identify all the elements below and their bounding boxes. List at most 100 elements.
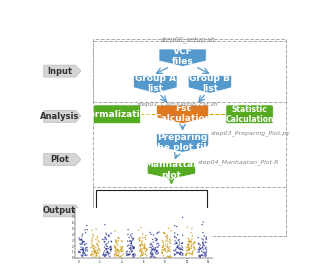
Point: [167, 248, 172, 252]
Point: [108, 231, 114, 235]
Point: [138, 243, 143, 248]
Point: [198, 247, 203, 251]
Point: [115, 243, 120, 247]
Point: [120, 246, 125, 250]
Point: [151, 240, 156, 244]
Point: [90, 249, 95, 253]
Point: [131, 253, 136, 258]
Point: [164, 234, 169, 238]
Point: [160, 245, 165, 250]
Point: [166, 255, 172, 259]
Point: [191, 242, 196, 246]
Point: [107, 251, 112, 256]
Point: [81, 249, 86, 254]
Point: [187, 247, 192, 252]
Point: [191, 246, 196, 250]
Point: [129, 238, 134, 243]
Point: [101, 252, 107, 257]
Point: [143, 237, 148, 241]
Point: [160, 251, 165, 255]
Point: [167, 240, 172, 245]
Point: [106, 246, 111, 251]
Point: [140, 253, 145, 257]
Point: [83, 231, 88, 235]
Point: [180, 215, 185, 219]
Point: [84, 247, 89, 252]
Point: [185, 251, 190, 256]
Point: [140, 232, 145, 236]
Point: [176, 251, 181, 255]
Point: [204, 250, 209, 254]
Text: step00_setup.sh: step00_setup.sh: [161, 36, 216, 43]
Point: [154, 250, 159, 254]
Point: [137, 249, 142, 253]
Point: [139, 242, 144, 246]
Polygon shape: [134, 76, 177, 93]
Bar: [93, 41, 285, 102]
Point: [200, 245, 205, 250]
Point: [129, 241, 134, 245]
Point: [126, 235, 132, 240]
Polygon shape: [44, 110, 81, 122]
Text: Normalization: Normalization: [81, 110, 153, 119]
Point: [94, 253, 99, 257]
Point: [95, 248, 100, 252]
Point: [165, 236, 170, 240]
Point: [95, 239, 100, 243]
Point: [133, 253, 138, 257]
Point: [188, 239, 194, 244]
Point: [164, 244, 169, 249]
Point: [101, 252, 106, 256]
Point: [102, 240, 107, 244]
Point: [196, 247, 201, 252]
Point: [180, 253, 185, 258]
Text: VCF
files: VCF files: [172, 47, 194, 66]
Point: [138, 249, 143, 253]
Point: [163, 234, 168, 239]
Point: [77, 242, 83, 246]
Point: [115, 248, 120, 253]
Point: [155, 245, 160, 249]
Point: [93, 255, 99, 259]
Point: [104, 244, 109, 248]
Point: [92, 250, 98, 254]
Point: [143, 252, 148, 256]
Point: [95, 249, 100, 253]
Point: [183, 253, 188, 257]
Point: [84, 245, 90, 249]
Point: [151, 246, 156, 250]
Point: [168, 241, 173, 246]
Point: [163, 239, 168, 243]
Point: [161, 244, 166, 248]
Point: [174, 251, 180, 255]
Point: [113, 246, 118, 250]
Point: [166, 249, 171, 253]
Point: [155, 237, 160, 241]
Point: [95, 236, 100, 241]
Point: [176, 238, 181, 242]
Point: [149, 243, 155, 247]
Point: [197, 248, 202, 252]
Point: [200, 240, 205, 245]
Point: [108, 245, 113, 249]
Point: [137, 238, 142, 243]
Point: [186, 247, 191, 252]
Point: [93, 245, 98, 250]
Point: [118, 248, 123, 252]
Point: [103, 231, 108, 235]
Point: [138, 243, 143, 247]
Point: [95, 251, 100, 255]
Point: [144, 246, 149, 251]
Point: [160, 245, 165, 249]
Point: [172, 252, 177, 256]
Point: [174, 240, 179, 245]
Point: [167, 254, 172, 258]
Point: [82, 243, 87, 247]
Point: [89, 253, 94, 257]
Point: [180, 241, 185, 245]
Point: [165, 245, 170, 249]
Point: [174, 241, 180, 245]
Point: [90, 254, 95, 258]
Point: [114, 238, 119, 243]
Point: [114, 253, 119, 258]
